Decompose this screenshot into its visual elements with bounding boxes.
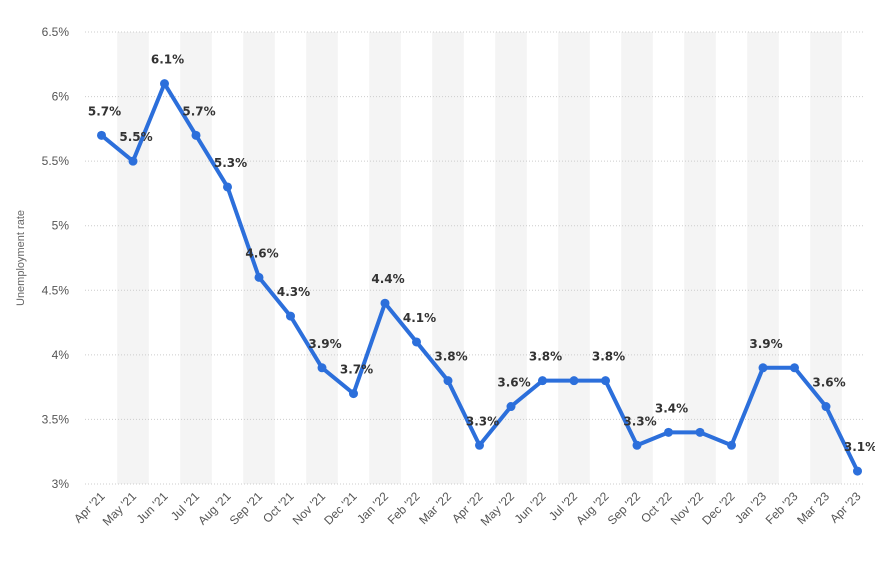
y-tick-label: 4% <box>52 348 70 362</box>
data-label: 3.6% <box>497 376 530 390</box>
data-point <box>538 376 547 386</box>
x-tick-label: Mar '23 <box>794 489 832 527</box>
column-band <box>243 32 275 484</box>
y-tick-label: 5% <box>52 219 70 233</box>
x-tick-label: Apr '23 <box>827 489 864 526</box>
data-label: 5.7% <box>182 104 215 118</box>
data-label: 4.4% <box>371 272 404 286</box>
x-tick-label: Feb '22 <box>385 489 423 527</box>
y-tick-label: 6% <box>52 90 70 104</box>
data-label: 3.6% <box>812 376 845 390</box>
data-point <box>727 440 736 450</box>
data-label: 5.7% <box>88 104 121 118</box>
data-point <box>412 337 421 347</box>
y-tick-label: 4.5% <box>42 283 70 297</box>
data-point <box>128 156 138 166</box>
column-band <box>810 32 842 484</box>
x-tick-label: Dec '22 <box>699 489 738 528</box>
data-point <box>758 363 768 373</box>
x-tick-label: Sep '22 <box>605 489 644 528</box>
data-point <box>695 427 705 437</box>
data-point <box>380 298 390 308</box>
gridlines <box>85 31 865 485</box>
data-point <box>569 376 579 386</box>
data-point <box>821 402 831 412</box>
data-point <box>191 130 201 140</box>
data-label: 5.5% <box>119 130 152 144</box>
y-tick-label: 3.5% <box>42 412 70 426</box>
data-label: 3.8% <box>592 350 625 364</box>
alternating-bands <box>117 32 842 484</box>
data-label: 3.3% <box>623 414 656 428</box>
x-tick-label: Jan '22 <box>354 489 391 526</box>
data-point <box>853 466 862 476</box>
y-axis-label: Unemployment rate <box>15 210 27 306</box>
column-band <box>369 32 401 484</box>
data-label: 5.3% <box>214 156 247 170</box>
data-label: 3.4% <box>655 401 688 415</box>
data-label: 3.8% <box>434 350 467 364</box>
data-label: 4.3% <box>277 285 310 299</box>
x-tick-label: Aug '22 <box>573 489 612 528</box>
data-point <box>664 427 673 437</box>
data-point <box>601 376 610 386</box>
data-labels: 5.7% 5.5% 6.1% 5.7% 5.3% 4.6% 4.3% 3.9% 3.7% 4.4%… <box>88 53 875 454</box>
column-band <box>306 32 338 484</box>
y-axis-tick-labels: 3% 3.5% 4% 4.5% 5% 5.5% 6% 6.5% <box>42 25 70 491</box>
column-band <box>684 32 716 484</box>
x-tick-label: Dec '21 <box>321 489 360 528</box>
data-point <box>790 363 799 373</box>
column-band <box>180 32 212 484</box>
y-tick-label: 5.5% <box>42 154 70 168</box>
data-label: 3.7% <box>340 363 373 377</box>
column-band <box>117 32 149 484</box>
data-point <box>443 376 453 386</box>
x-tick-label: Nov '22 <box>668 489 707 528</box>
x-tick-label: May '21 <box>100 489 140 529</box>
x-tick-label: Jun '21 <box>134 489 171 526</box>
column-band <box>621 32 653 484</box>
data-point <box>223 182 232 192</box>
data-point <box>254 272 264 282</box>
data-label: 3.3% <box>466 414 499 428</box>
data-label: 4.6% <box>245 246 278 260</box>
data-points <box>97 79 862 476</box>
data-label: 4.1% <box>403 311 436 325</box>
x-tick-label: Jun '22 <box>512 489 549 526</box>
x-tick-label: Sep '21 <box>227 489 266 528</box>
column-band <box>432 32 464 484</box>
y-tick-label: 3% <box>52 477 70 491</box>
data-point <box>506 402 516 412</box>
data-label: 3.1% <box>844 440 875 454</box>
data-label: 3.9% <box>308 337 341 351</box>
data-point <box>475 440 484 450</box>
data-point <box>160 79 169 89</box>
data-point <box>286 311 295 321</box>
series-line <box>99 81 860 474</box>
column-band <box>495 32 527 484</box>
column-band <box>558 32 590 484</box>
data-label: 3.8% <box>529 350 562 364</box>
data-point <box>97 130 106 140</box>
data-point <box>317 363 327 373</box>
x-tick-label: Nov '21 <box>290 489 329 528</box>
x-tick-label: Aug '21 <box>195 489 234 528</box>
column-band <box>747 32 779 484</box>
data-label: 3.9% <box>749 337 782 351</box>
data-point <box>632 440 642 450</box>
data-point <box>349 389 358 399</box>
x-tick-label: Mar '22 <box>416 489 454 527</box>
y-tick-label: 6.5% <box>42 25 70 39</box>
data-label: 6.1% <box>151 53 184 67</box>
x-tick-label: Jan '23 <box>732 489 769 526</box>
x-tick-label: May '22 <box>478 489 518 529</box>
x-tick-label: Feb '23 <box>763 489 801 527</box>
